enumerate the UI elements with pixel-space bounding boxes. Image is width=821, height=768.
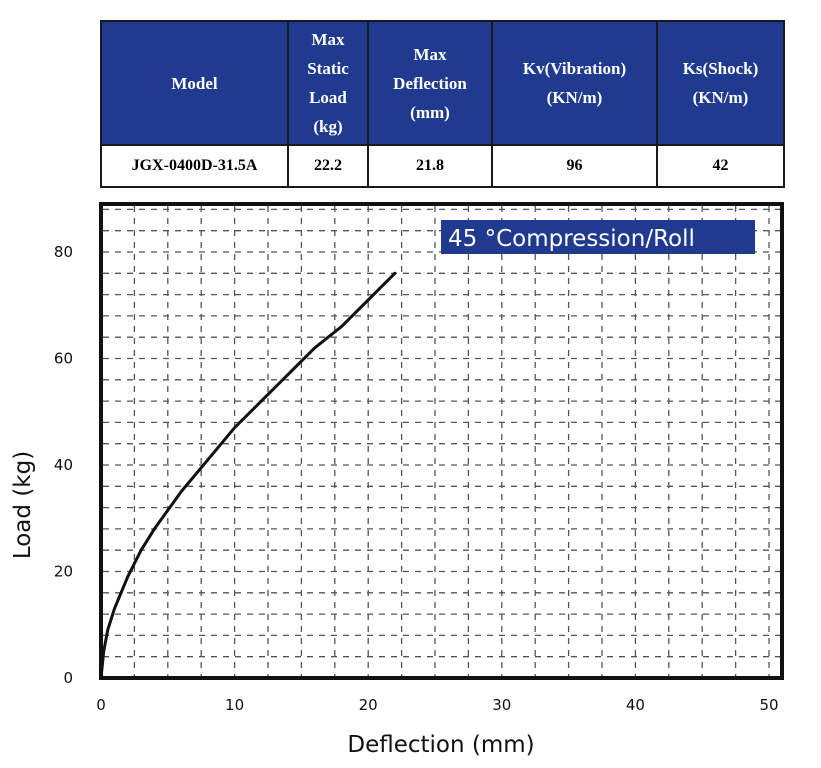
- y-tick-label: 0: [63, 669, 73, 687]
- spec-table: Model Max Static Load (kg) Max Deflectio…: [100, 20, 785, 188]
- x-tick-label: 30: [492, 696, 511, 714]
- x-tick-label: 40: [626, 696, 645, 714]
- header-line: (KN/m): [546, 88, 603, 107]
- x-tick-label: 50: [759, 696, 778, 714]
- cell-model: JGX-0400D-31.5A: [100, 144, 289, 188]
- legend-annotation: 45 °Compression/Roll: [448, 226, 695, 252]
- cell-max-deflection: 21.8: [367, 144, 493, 188]
- header-max-deflection: Max Deflection (mm): [367, 20, 493, 146]
- cell-max-static-load: 22.2: [287, 144, 369, 188]
- header-kv-vibration: Kv(Vibration) (KN/m): [491, 20, 658, 146]
- y-tick-label: 20: [54, 563, 73, 581]
- spec-table-data-row: JGX-0400D-31.5A 22.2 21.8 96 42: [100, 144, 785, 188]
- header-line: (kg): [313, 117, 343, 136]
- y-axis-title: Load (kg): [10, 451, 36, 559]
- header-max-static-load: Max Static Load (kg): [287, 20, 369, 146]
- header-line: Kv(Vibration): [522, 59, 627, 78]
- header-line: Ks(Shock): [682, 59, 759, 78]
- y-tick-label: 80: [54, 243, 73, 261]
- y-tick-label: 60: [54, 350, 73, 368]
- header-line: (KN/m): [692, 88, 749, 107]
- grid-layer: [103, 206, 780, 676]
- spec-table-header-row: Model Max Static Load (kg) Max Deflectio…: [100, 20, 785, 146]
- x-tick-label: 20: [359, 696, 378, 714]
- cell-kv-vibration: 96: [491, 144, 658, 188]
- header-line: Static: [307, 59, 349, 78]
- x-tick-label: 10: [225, 696, 244, 714]
- header-ks-shock: Ks(Shock) (KN/m): [656, 20, 785, 146]
- legend-box: 45 °Compression/Roll: [441, 220, 755, 254]
- cell-ks-shock: 42: [656, 144, 785, 188]
- series-line: [99, 271, 397, 680]
- header-line: (mm): [410, 102, 450, 122]
- x-tick-label: 0: [96, 696, 106, 714]
- tick-layer: 0 10 20 30 40 50 0 20 40 60 80: [54, 243, 779, 714]
- x-axis-title: Deflection (mm): [347, 732, 534, 758]
- header-model-line: Model: [171, 73, 218, 93]
- header-line: Load: [309, 88, 347, 107]
- header-model: Model: [100, 20, 289, 146]
- header-line: Max: [311, 30, 345, 49]
- header-line: Max: [413, 44, 447, 64]
- plot-frame: [99, 202, 784, 680]
- legend-background: [441, 220, 755, 254]
- y-tick-label: 40: [54, 456, 73, 474]
- header-line: Deflection: [393, 73, 467, 93]
